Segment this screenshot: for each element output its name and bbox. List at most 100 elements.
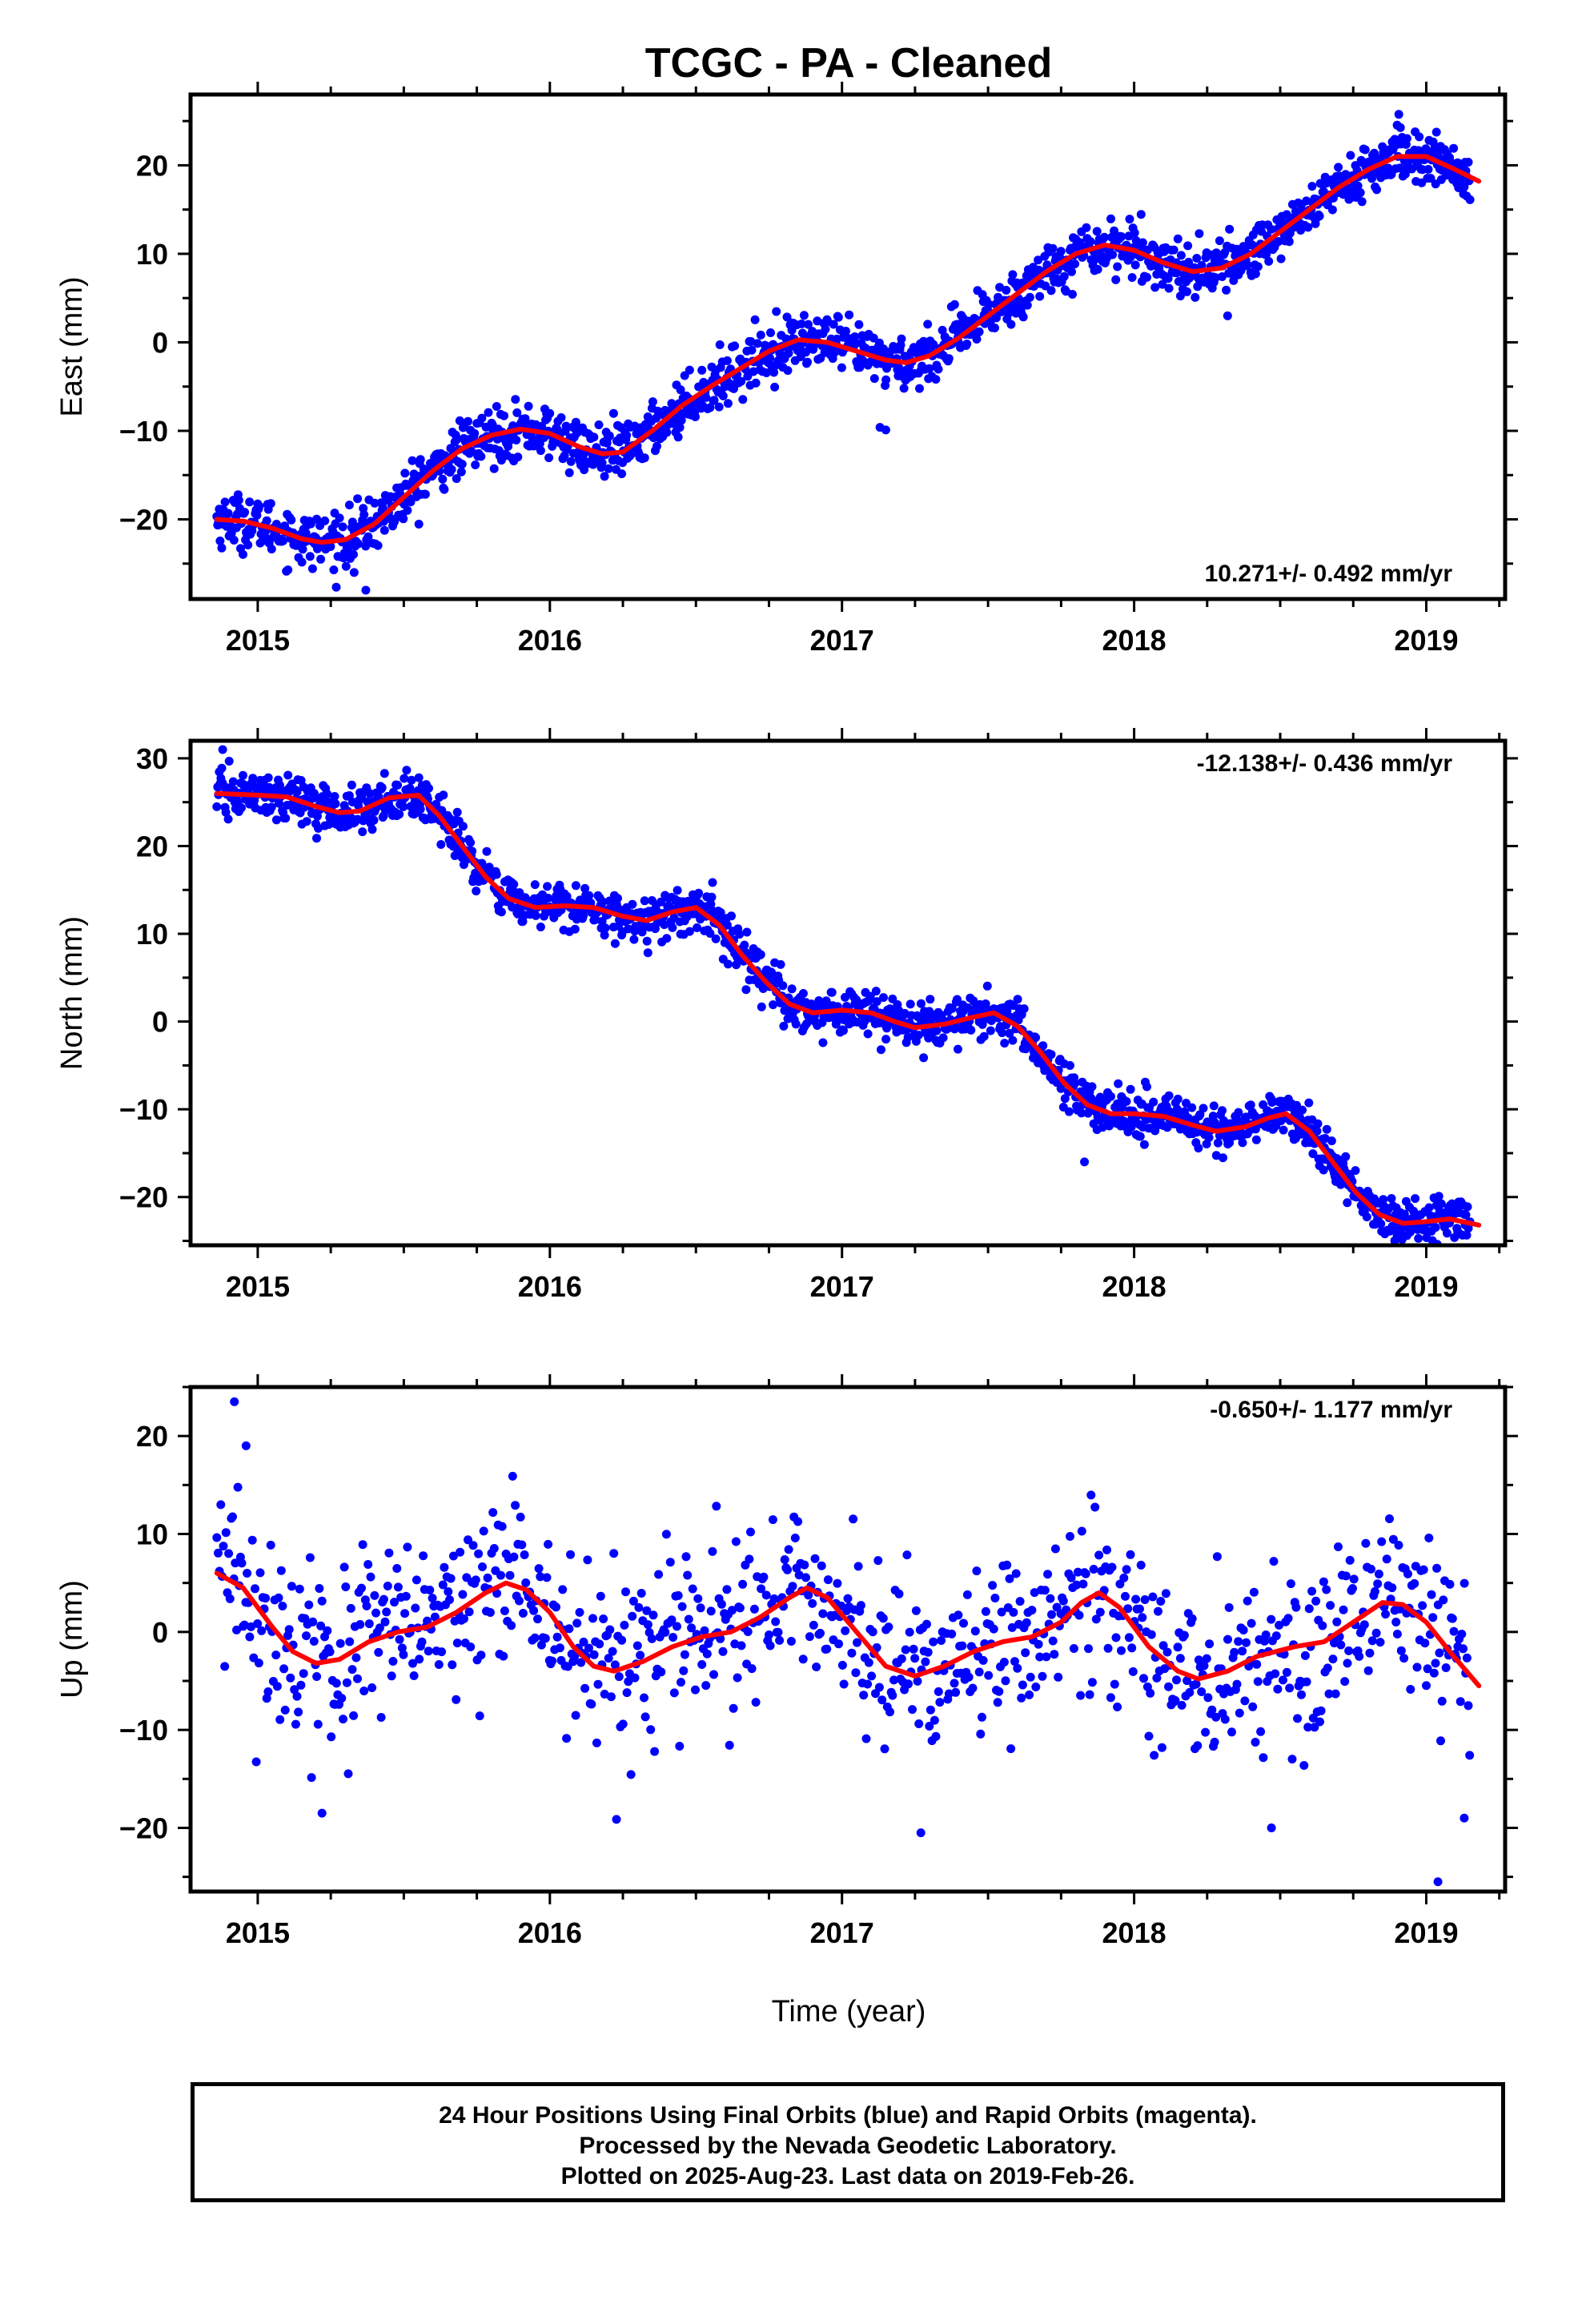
data-point: [492, 1589, 502, 1598]
data-point: [839, 1679, 849, 1689]
data-point: [1148, 1592, 1158, 1602]
y-tick-label: −10: [119, 415, 168, 448]
data-point: [380, 1617, 390, 1626]
data-point: [640, 453, 649, 463]
data-point: [885, 1707, 894, 1717]
data-point: [1035, 1652, 1045, 1662]
data-point: [588, 1614, 597, 1623]
data-point: [1008, 1035, 1018, 1045]
data-point: [468, 1541, 478, 1550]
data-point: [1436, 1736, 1445, 1746]
data-point: [733, 1673, 742, 1683]
data-point: [662, 934, 672, 943]
data-point: [482, 846, 492, 856]
data-point: [1308, 1149, 1318, 1159]
data-point: [511, 395, 520, 404]
data-point: [492, 870, 501, 879]
data-point: [716, 908, 725, 917]
x-tick-label: 2019: [1394, 624, 1458, 657]
data-point: [747, 345, 757, 355]
data-point: [1307, 182, 1317, 191]
data-point: [916, 1828, 926, 1838]
data-point: [411, 1603, 420, 1613]
data-point: [320, 516, 330, 525]
data-point: [572, 1618, 582, 1628]
data-point: [1212, 1552, 1222, 1562]
data-point: [423, 1616, 432, 1626]
data-point: [808, 1598, 817, 1608]
data-point: [1111, 1633, 1121, 1642]
data-point: [706, 899, 716, 909]
data-point: [476, 452, 486, 461]
data-point: [387, 1671, 396, 1681]
data-point: [403, 1542, 412, 1552]
data-point: [1136, 210, 1146, 219]
data-point: [1424, 1203, 1434, 1212]
data-point: [393, 780, 403, 790]
data-point: [905, 1627, 914, 1637]
data-point: [1162, 1123, 1172, 1132]
data-point: [1103, 1643, 1113, 1653]
data-point: [492, 402, 501, 411]
data-point: [1078, 1579, 1088, 1589]
data-point: [604, 431, 614, 440]
data-point: [316, 554, 326, 564]
data-point: [1394, 110, 1403, 119]
data-point: [769, 1000, 778, 1010]
data-point: [769, 368, 779, 377]
data-point: [1322, 1124, 1331, 1134]
data-point: [833, 312, 843, 322]
data-point: [402, 766, 412, 775]
data-point: [446, 1574, 456, 1583]
data-point: [847, 1648, 857, 1658]
data-point: [369, 815, 379, 825]
data-point: [341, 1582, 351, 1591]
data-point: [1464, 158, 1473, 167]
data-point: [797, 320, 806, 328]
data-point: [1072, 1580, 1082, 1590]
data-point: [315, 1584, 324, 1593]
data-point: [358, 827, 367, 837]
data-point: [304, 1600, 314, 1610]
x-tick-label: 2019: [1394, 1270, 1458, 1303]
data-point: [823, 1575, 833, 1585]
data-point: [756, 950, 765, 959]
data-point: [798, 989, 808, 998]
footer-box: 24 Hour Positions Using Final Orbits (bl…: [191, 2082, 1505, 2202]
data-point: [1092, 227, 1102, 236]
data-point: [1144, 1731, 1154, 1741]
data-point: [1379, 1195, 1388, 1204]
data-point: [548, 1656, 557, 1666]
data-point: [1431, 127, 1441, 137]
data-point: [1439, 1595, 1448, 1605]
data-point: [220, 1662, 230, 1671]
data-point: [1284, 237, 1294, 247]
data-point: [1465, 1751, 1475, 1760]
data-point: [367, 825, 377, 834]
data-point: [536, 923, 545, 931]
data-point: [405, 783, 415, 793]
data-point: [440, 1562, 449, 1572]
data-point: [343, 542, 353, 552]
data-point: [1218, 272, 1227, 281]
data-point: [1042, 1652, 1051, 1662]
data-point: [1431, 1659, 1440, 1668]
data-point: [363, 1560, 373, 1569]
data-point: [706, 1606, 716, 1616]
data-point: [935, 1698, 945, 1707]
data-point: [452, 474, 461, 484]
data-point: [610, 939, 620, 948]
y-axis-label-up: Up (mm): [55, 1580, 89, 1699]
data-point: [354, 539, 363, 549]
data-point: [1259, 1753, 1268, 1763]
data-point: [934, 364, 943, 374]
data-point: [634, 1602, 644, 1612]
data-point: [267, 802, 276, 812]
data-point: [284, 1625, 294, 1634]
data-point: [472, 887, 481, 896]
data-point: [1367, 174, 1376, 183]
data-point: [272, 1682, 282, 1691]
x-axis-label: Time (year): [772, 1995, 926, 2028]
data-point: [1344, 1646, 1354, 1655]
data-point: [628, 899, 637, 909]
